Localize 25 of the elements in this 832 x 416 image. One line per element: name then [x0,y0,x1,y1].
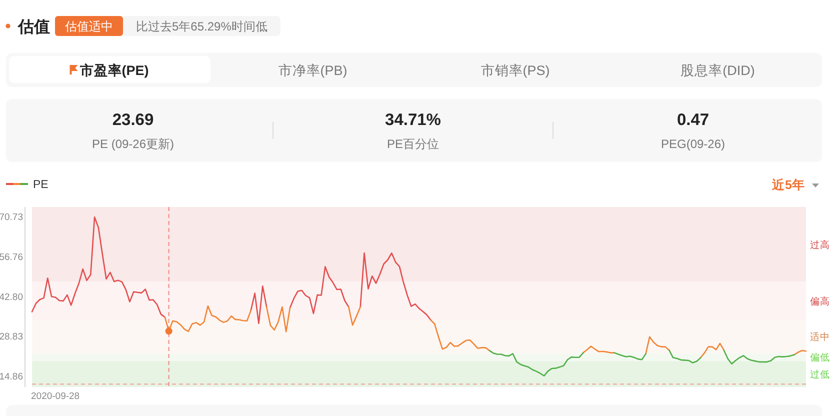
y-tick-label: 70.73 [0,212,23,224]
y-tick-label: 56.76 [0,252,23,264]
text: 股息率(DID) [680,63,755,78]
y-tick-label: 28.83 [0,332,23,343]
band-label: 偏高 [810,295,830,308]
y-tick-label: 14.86 [0,371,23,382]
text: 估值适中 [64,20,113,34]
chart-title: 估值 [17,18,50,36]
text: 市盈率(PE) [78,62,149,78]
text: 近5年 [771,177,805,192]
text: 0.47 [676,111,710,129]
text: 市销率(PS) [480,63,550,78]
text: PE (09-26更新) [92,137,174,151]
band-label: 过低 [810,368,830,381]
band-label: 过高 [810,238,830,251]
text: 34.71% [385,111,442,129]
text: PEG(09-26) [660,137,726,151]
legend-label: PE [33,179,49,191]
band-label: 偏低 [810,352,830,364]
band-label: 适中 [810,331,830,344]
text: PE百分位 [386,137,440,151]
text: 23.69 [112,111,154,129]
text: 2020-09-28 [31,391,80,402]
chart-subtitle: 比过去5年65.29%时间低 [136,20,268,34]
text: 市净率(PB) [278,63,348,78]
